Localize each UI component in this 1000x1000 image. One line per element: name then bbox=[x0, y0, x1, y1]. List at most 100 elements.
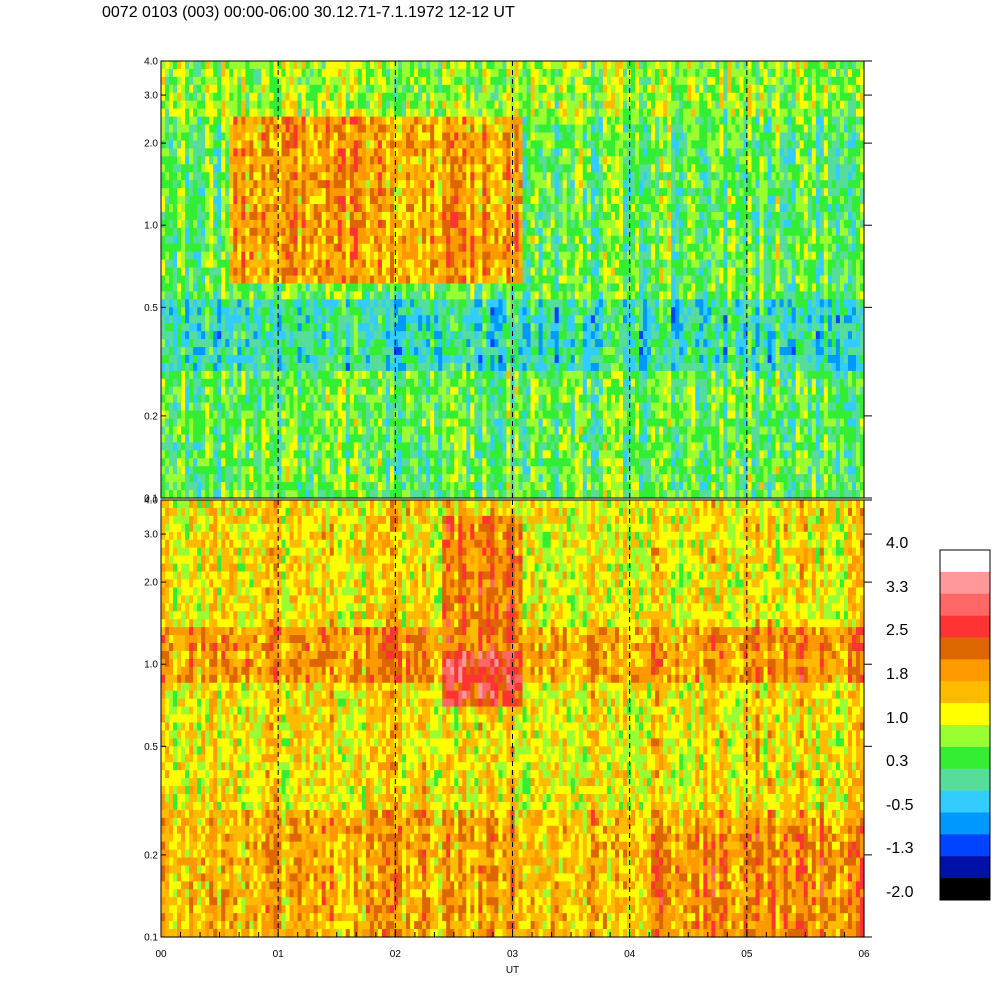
spectrogram-cell bbox=[406, 188, 411, 197]
spectrogram-cell bbox=[402, 418, 407, 428]
spectrogram-cell bbox=[422, 267, 427, 277]
spectrogram-cell bbox=[373, 466, 379, 475]
spectrogram-cell bbox=[277, 323, 283, 332]
spectrogram-cell bbox=[245, 108, 250, 118]
spectrogram-cell bbox=[165, 283, 170, 293]
spectrogram-cell bbox=[201, 458, 206, 467]
spectrogram-cell bbox=[502, 259, 508, 269]
spectrogram-cell bbox=[438, 196, 443, 205]
spectrogram-cell bbox=[249, 442, 254, 451]
spectrogram-cell bbox=[241, 474, 246, 483]
spectrogram-cell bbox=[345, 275, 351, 285]
spectrogram-cell bbox=[418, 124, 423, 134]
spectrogram-cell bbox=[169, 323, 174, 332]
spectrogram-cell bbox=[414, 458, 419, 467]
spectrogram-cell bbox=[478, 61, 483, 70]
spectrogram-cell bbox=[249, 474, 254, 483]
spectrogram-cell bbox=[201, 474, 206, 483]
spectrogram-cell bbox=[273, 76, 279, 86]
spectrogram-cell bbox=[173, 354, 178, 364]
spectrogram-cell bbox=[305, 100, 311, 110]
spectrogram-cell bbox=[422, 426, 427, 436]
spectrogram-cell bbox=[253, 204, 259, 213]
spectrogram-cell bbox=[289, 283, 295, 293]
spectrogram-cell bbox=[418, 259, 423, 269]
spectrogram-cell bbox=[373, 291, 379, 300]
spectrogram-cell bbox=[225, 259, 230, 269]
spectrogram-cell bbox=[458, 291, 463, 300]
spectrogram-cell bbox=[329, 211, 335, 221]
spectrogram-cell bbox=[510, 450, 516, 459]
spectrogram-cell bbox=[365, 164, 371, 173]
spectrogram-cell bbox=[265, 331, 271, 340]
spectrogram-cell bbox=[337, 84, 343, 94]
spectrogram-cell bbox=[209, 402, 214, 412]
spectrogram-cell bbox=[249, 204, 254, 213]
spectrogram-cell bbox=[361, 211, 367, 221]
spectrogram-cell bbox=[458, 347, 463, 356]
spectrogram-cell bbox=[245, 450, 250, 459]
spectrogram-cell bbox=[209, 68, 214, 78]
spectrogram-cell bbox=[446, 418, 451, 428]
spectrogram-cell bbox=[193, 291, 198, 300]
spectrogram-cell bbox=[402, 283, 407, 293]
spectrogram-cell bbox=[486, 100, 492, 110]
spectrogram-cell bbox=[181, 61, 186, 70]
spectrogram-cell bbox=[377, 235, 383, 245]
spectrogram-cell bbox=[205, 204, 210, 213]
spectrogram-cell bbox=[522, 116, 528, 126]
spectrogram-cell bbox=[438, 458, 443, 467]
spectrogram-cell bbox=[406, 267, 411, 277]
spectrogram-cell bbox=[410, 434, 415, 443]
spectrogram-cell bbox=[498, 426, 504, 436]
spectrogram-cell bbox=[486, 124, 492, 134]
spectrogram-cell bbox=[450, 148, 455, 157]
spectrogram-cell bbox=[325, 140, 331, 149]
spectrogram-cell bbox=[249, 76, 254, 86]
spectrogram-cell bbox=[233, 180, 238, 189]
spectrogram-cell bbox=[321, 474, 327, 483]
spectrogram-cell bbox=[430, 458, 435, 467]
spectrogram-cell bbox=[161, 108, 166, 118]
spectrogram-cell bbox=[446, 354, 451, 364]
spectrogram-cell bbox=[181, 124, 186, 134]
spectrogram-cell bbox=[514, 275, 520, 285]
spectrogram-cell bbox=[297, 418, 303, 428]
spectrogram-cell bbox=[257, 474, 263, 483]
spectrogram-cell bbox=[381, 307, 387, 316]
spectrogram-cell bbox=[205, 323, 210, 332]
spectrogram-cell bbox=[237, 362, 242, 372]
spectrogram-cell bbox=[337, 219, 343, 229]
spectrogram-cell bbox=[289, 354, 295, 364]
spectrogram-cell bbox=[249, 227, 254, 237]
spectrogram-cell bbox=[321, 299, 327, 308]
spectrogram-cell bbox=[518, 235, 524, 245]
spectrogram-cell bbox=[389, 164, 395, 173]
spectrogram-cell bbox=[189, 442, 194, 451]
spectrogram-cell bbox=[281, 410, 287, 420]
spectrogram-cell bbox=[430, 450, 435, 459]
spectrogram-cell bbox=[349, 180, 355, 189]
spectrogram-cell bbox=[181, 172, 186, 181]
spectrogram-cell bbox=[213, 124, 218, 134]
spectrogram-cell bbox=[265, 347, 271, 356]
spectrogram-cell bbox=[430, 196, 435, 205]
spectrogram-cell bbox=[309, 76, 315, 86]
spectrogram-cell bbox=[381, 450, 387, 459]
spectrogram-cell bbox=[506, 378, 512, 388]
spectrogram-cell bbox=[361, 307, 367, 316]
spectrogram-cell bbox=[173, 402, 178, 412]
spectrogram-cell bbox=[189, 410, 194, 420]
spectrogram-cell bbox=[289, 68, 295, 78]
spectrogram-cell bbox=[474, 291, 479, 300]
spectrogram-cell bbox=[193, 442, 198, 451]
spectrogram-cell bbox=[442, 410, 447, 420]
spectrogram-cell bbox=[173, 426, 178, 436]
spectrogram-cell bbox=[494, 394, 500, 404]
spectrogram-cell bbox=[518, 394, 524, 404]
spectrogram-cell bbox=[289, 235, 295, 245]
spectrogram-cell bbox=[265, 61, 271, 70]
spectrogram-cell bbox=[402, 458, 407, 467]
spectrogram-cell bbox=[177, 426, 182, 436]
spectrogram-cell bbox=[522, 307, 528, 316]
